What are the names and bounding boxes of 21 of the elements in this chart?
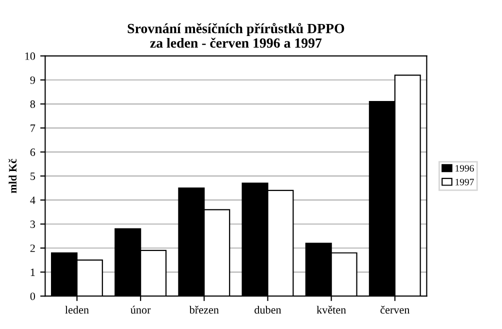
x-tick-label: červen [380, 306, 410, 314]
x-tick-label: duben [254, 306, 282, 314]
y-tick-label: 9 [30, 76, 36, 84]
x-tick-label: květen [316, 306, 346, 314]
chart-title: Srovnání měsíčních přírůstků DPPO za leden - červen 1996 a 1997 [128, 23, 344, 48]
y-tick-label: 5 [30, 172, 36, 180]
x-tick-label: březen [189, 306, 219, 314]
y-tick-label: 1 [30, 268, 35, 276]
legend-label: 1997 [456, 178, 474, 186]
y-tick-label: 8 [30, 100, 36, 108]
y-tick-label: 0 [30, 292, 36, 300]
y-tick-label: 4 [30, 196, 36, 204]
y-tick-label: 2 [30, 244, 35, 252]
y-tick-label: 6 [30, 148, 36, 156]
x-tick-label: leden [65, 306, 89, 314]
y-tick-label: 3 [30, 220, 36, 228]
y-tick-label: 7 [30, 124, 36, 132]
y-axis-title: mld Kč [8, 158, 17, 194]
x-tick-label: únor [130, 306, 151, 314]
y-tick-label: 10 [25, 52, 36, 60]
legend-label: 1996 [456, 165, 474, 172]
